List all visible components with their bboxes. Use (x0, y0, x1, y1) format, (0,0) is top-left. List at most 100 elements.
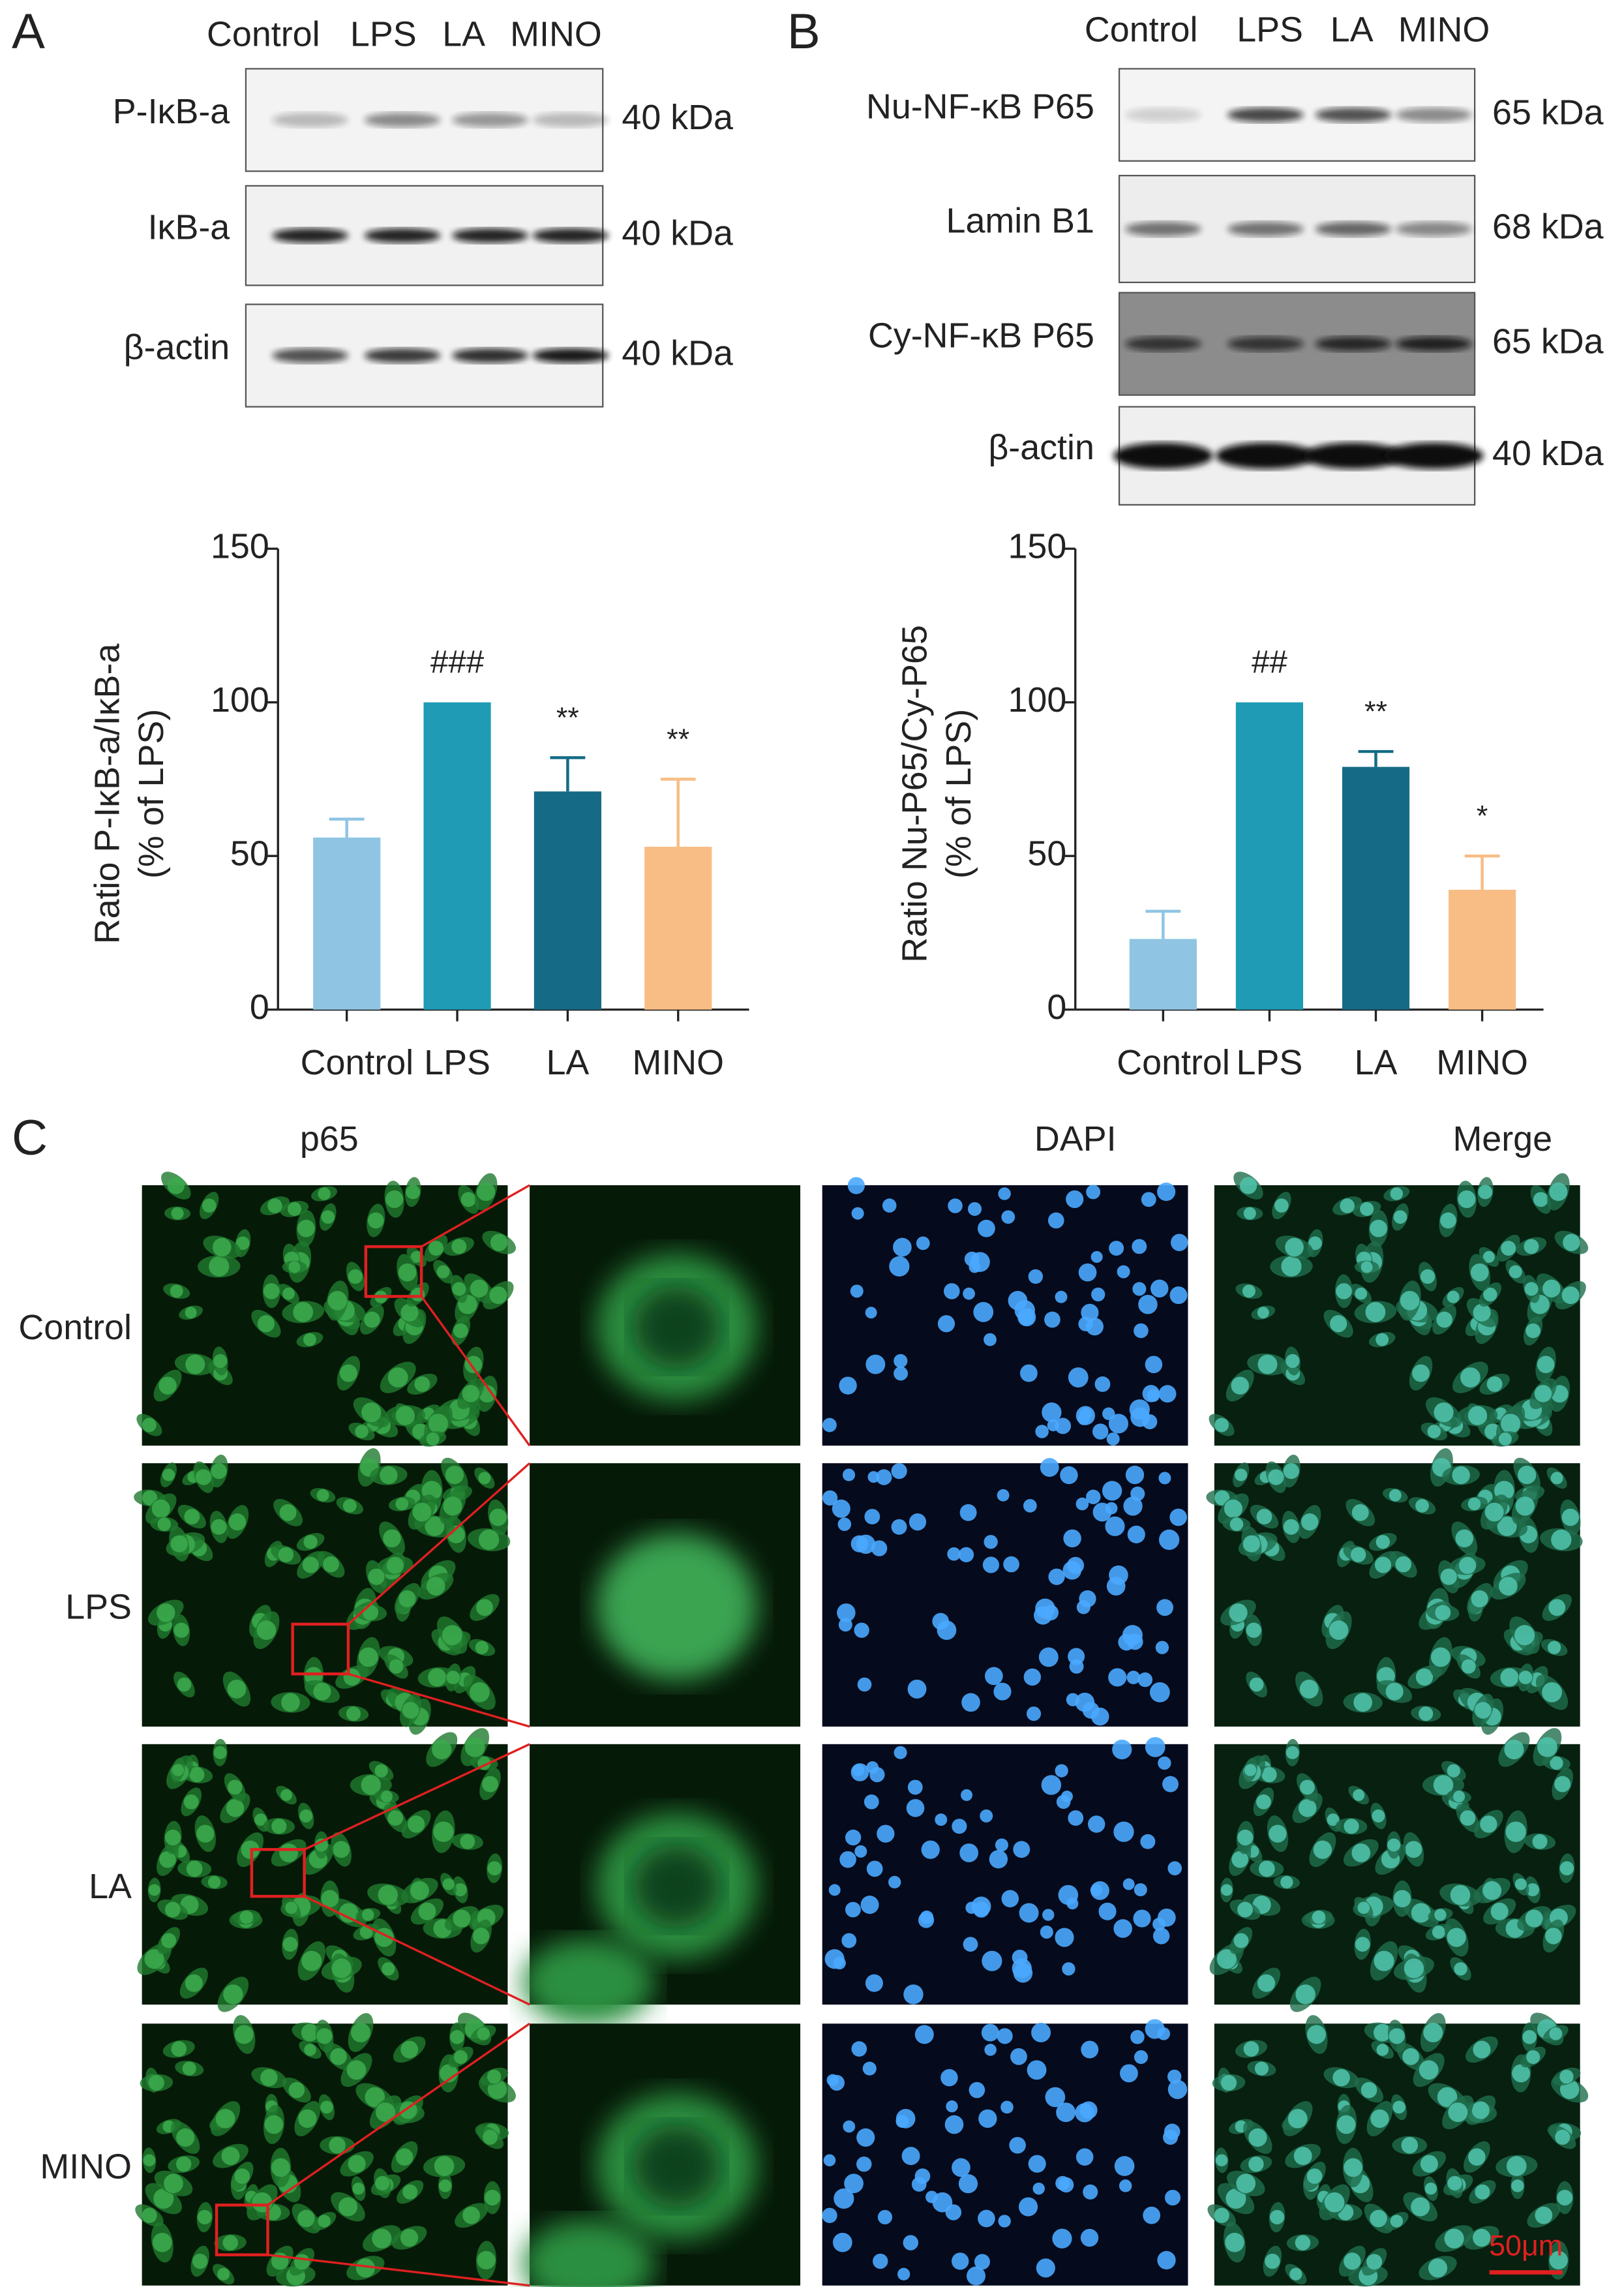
nucleus (1549, 1182, 1568, 1202)
nucleus (1423, 2022, 1443, 2042)
nucleus (418, 1902, 436, 1920)
significance-label: ** (556, 701, 579, 734)
nucleus (958, 1547, 974, 1563)
nucleus (358, 1647, 378, 1667)
nucleus (1237, 1829, 1254, 1846)
nucleus (462, 2206, 481, 2224)
x-tick-label: LPS (1237, 1043, 1303, 1082)
nucleus (1374, 1950, 1394, 1971)
blot-band (1396, 221, 1472, 237)
nucleus (1105, 1516, 1125, 1536)
nucleus (1163, 2129, 1179, 2145)
nucleus (1132, 1239, 1147, 1254)
nucleus (1563, 1234, 1580, 1251)
y-tick-label: 50 (1027, 834, 1066, 873)
nucleus (1336, 1283, 1352, 1299)
nucleus (982, 1950, 1002, 1971)
nucleus (1075, 2148, 1094, 2166)
nucleus (1376, 1333, 1389, 1346)
panel-label: A (12, 4, 45, 59)
nucleus (271, 2158, 290, 2177)
nucleus (177, 1677, 192, 1692)
nucleus (1447, 1764, 1460, 1778)
nucleus (1109, 1241, 1124, 1256)
nucleus (161, 1933, 177, 1948)
nucleus (1300, 1780, 1315, 1795)
nucleus (351, 2022, 371, 2042)
nucleus (1055, 1290, 1068, 1303)
zoom-nucleus (633, 2125, 721, 2207)
nucleus (1280, 1875, 1293, 1889)
nucleus (907, 1780, 923, 1795)
nucleus (1246, 1622, 1261, 1638)
nucleus (1471, 1590, 1488, 1608)
nucleus (822, 1417, 837, 1432)
nucleus (330, 2048, 347, 2065)
x-tick-label: LPS (424, 1043, 490, 1082)
nucleus (1500, 1414, 1521, 1434)
nucleus (1066, 1556, 1085, 1574)
zoom-line (420, 1295, 531, 1447)
nucleus (171, 2041, 187, 2057)
nucleus (1460, 1367, 1481, 1388)
nucleus (914, 2168, 931, 2184)
nucleus (442, 1878, 455, 1890)
nucleus (1235, 1468, 1248, 1481)
nucleus (1461, 1659, 1476, 1674)
nucleus (170, 1284, 183, 1298)
nucleus (380, 1791, 393, 1803)
y-tick-label: 100 (1008, 680, 1066, 719)
nucleus (1448, 2102, 1468, 2123)
nucleus (1535, 2206, 1553, 2224)
nucleus (293, 1301, 314, 1322)
nucleus (1376, 2044, 1389, 2056)
blot-band (364, 112, 441, 128)
nucleus (425, 1516, 445, 1536)
nucleus (1525, 1909, 1543, 1928)
nucleus (998, 1187, 1011, 1200)
blot-band (532, 112, 609, 128)
blot-band (532, 348, 609, 363)
nucleus (1056, 2102, 1076, 2123)
nucleus (1548, 1599, 1566, 1616)
nucleus (1068, 1810, 1084, 1826)
nucleus (348, 2155, 366, 2173)
nucleus (1301, 1513, 1319, 1531)
nucleus (148, 1884, 160, 1896)
nucleus (293, 2254, 310, 2270)
nucleus (1515, 1496, 1535, 1516)
blot-band (532, 228, 609, 243)
nucleus (903, 1984, 924, 2005)
nucleus (978, 2109, 997, 2128)
nucleus (1243, 1207, 1256, 1220)
nucleus (183, 1794, 199, 1810)
nucleus (1220, 1884, 1233, 1896)
nucleus (967, 1202, 982, 1216)
nucleus (850, 1284, 864, 1298)
nucleus (164, 1901, 181, 1918)
nucleus (1460, 1810, 1476, 1826)
column-header: Merge (1452, 1119, 1552, 1159)
nucleus (1028, 1269, 1044, 1284)
nucleus (1355, 1937, 1370, 1952)
nucleus (894, 1354, 908, 1369)
nucleus (1042, 1402, 1062, 1423)
nucleus (1293, 2147, 1312, 2166)
nucleus (323, 1556, 339, 1573)
nucleus (484, 2189, 501, 2206)
nucleus (1355, 1287, 1368, 1300)
nucleus (969, 2082, 985, 2098)
nucleus (1549, 2027, 1563, 2040)
nucleus (374, 1764, 388, 1778)
nucleus (400, 1303, 419, 1322)
nucleus (1428, 2258, 1448, 2278)
zoom-cell (522, 1939, 654, 2027)
nucleus (1226, 2188, 1246, 2209)
nucleus (1090, 1881, 1109, 1900)
nucleus (1134, 1323, 1149, 1339)
nucleus (969, 1261, 981, 1273)
nucleus (472, 1928, 490, 1945)
nucleus (365, 2087, 385, 2108)
nucleus (834, 2188, 854, 2209)
nucleus (1330, 1315, 1347, 1333)
